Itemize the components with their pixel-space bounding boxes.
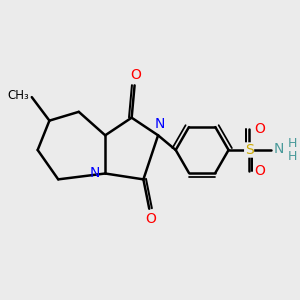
- Text: O: O: [254, 164, 265, 178]
- Text: S: S: [245, 143, 254, 157]
- Text: N: N: [89, 167, 100, 181]
- Text: H: H: [287, 137, 297, 150]
- Text: H: H: [287, 150, 297, 163]
- Text: O: O: [130, 68, 142, 83]
- Text: O: O: [254, 122, 265, 136]
- Text: CH₃: CH₃: [7, 89, 29, 102]
- Text: N: N: [154, 117, 165, 131]
- Text: N: N: [274, 142, 284, 155]
- Text: O: O: [145, 212, 156, 226]
